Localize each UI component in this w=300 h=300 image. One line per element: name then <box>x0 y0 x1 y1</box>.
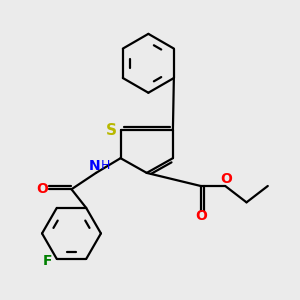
Text: N: N <box>89 159 101 173</box>
Text: O: O <box>36 182 48 196</box>
Text: H: H <box>100 159 110 172</box>
Text: S: S <box>106 123 117 138</box>
Text: O: O <box>220 172 232 186</box>
Text: F: F <box>43 254 52 268</box>
Text: O: O <box>195 209 207 224</box>
